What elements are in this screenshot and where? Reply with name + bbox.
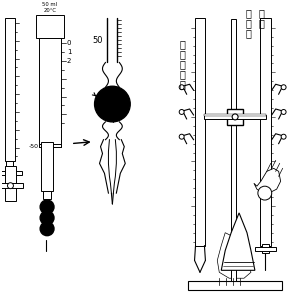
Bar xyxy=(43,191,51,199)
Text: 0: 0 xyxy=(67,40,71,46)
Text: 式: 式 xyxy=(180,50,186,60)
Circle shape xyxy=(232,114,238,120)
Circle shape xyxy=(179,85,184,90)
Text: 夹: 夹 xyxy=(245,28,251,38)
Circle shape xyxy=(8,183,14,189)
Bar xyxy=(260,18,271,246)
Text: 定: 定 xyxy=(259,8,265,18)
Text: 定: 定 xyxy=(180,69,186,80)
Circle shape xyxy=(179,110,184,114)
Circle shape xyxy=(94,86,130,122)
Bar xyxy=(204,114,266,116)
Bar xyxy=(204,115,266,119)
Circle shape xyxy=(40,211,54,225)
Bar xyxy=(0,183,23,188)
Bar xyxy=(0,171,22,175)
Bar xyxy=(231,19,236,281)
Circle shape xyxy=(40,200,54,214)
Text: 管: 管 xyxy=(245,18,251,28)
Bar xyxy=(7,161,14,179)
Bar xyxy=(41,142,53,191)
Text: -50: -50 xyxy=(29,144,39,149)
Bar xyxy=(194,18,206,246)
Circle shape xyxy=(258,186,272,200)
Bar xyxy=(39,38,61,144)
Polygon shape xyxy=(254,168,280,193)
Text: 50: 50 xyxy=(92,36,103,45)
Bar xyxy=(4,18,15,161)
Circle shape xyxy=(281,85,286,90)
Polygon shape xyxy=(221,213,255,270)
Text: 50 ml
20°C: 50 ml 20°C xyxy=(43,2,58,13)
Text: 2: 2 xyxy=(67,58,71,64)
Text: 夹: 夹 xyxy=(259,18,265,28)
Text: 1: 1 xyxy=(67,49,71,55)
Bar xyxy=(188,281,282,290)
Bar xyxy=(262,244,269,254)
Circle shape xyxy=(179,134,184,139)
Text: 滴: 滴 xyxy=(245,8,251,18)
Bar xyxy=(36,15,64,38)
Circle shape xyxy=(281,110,286,114)
Text: 碱: 碱 xyxy=(180,40,186,50)
Circle shape xyxy=(281,134,286,139)
Bar xyxy=(227,109,243,125)
Circle shape xyxy=(40,222,54,236)
Text: 滴: 滴 xyxy=(180,59,186,70)
Bar xyxy=(255,247,276,250)
Text: 管: 管 xyxy=(180,79,186,89)
Text: (B): (B) xyxy=(40,214,54,224)
Polygon shape xyxy=(217,233,251,278)
Bar xyxy=(4,167,16,201)
